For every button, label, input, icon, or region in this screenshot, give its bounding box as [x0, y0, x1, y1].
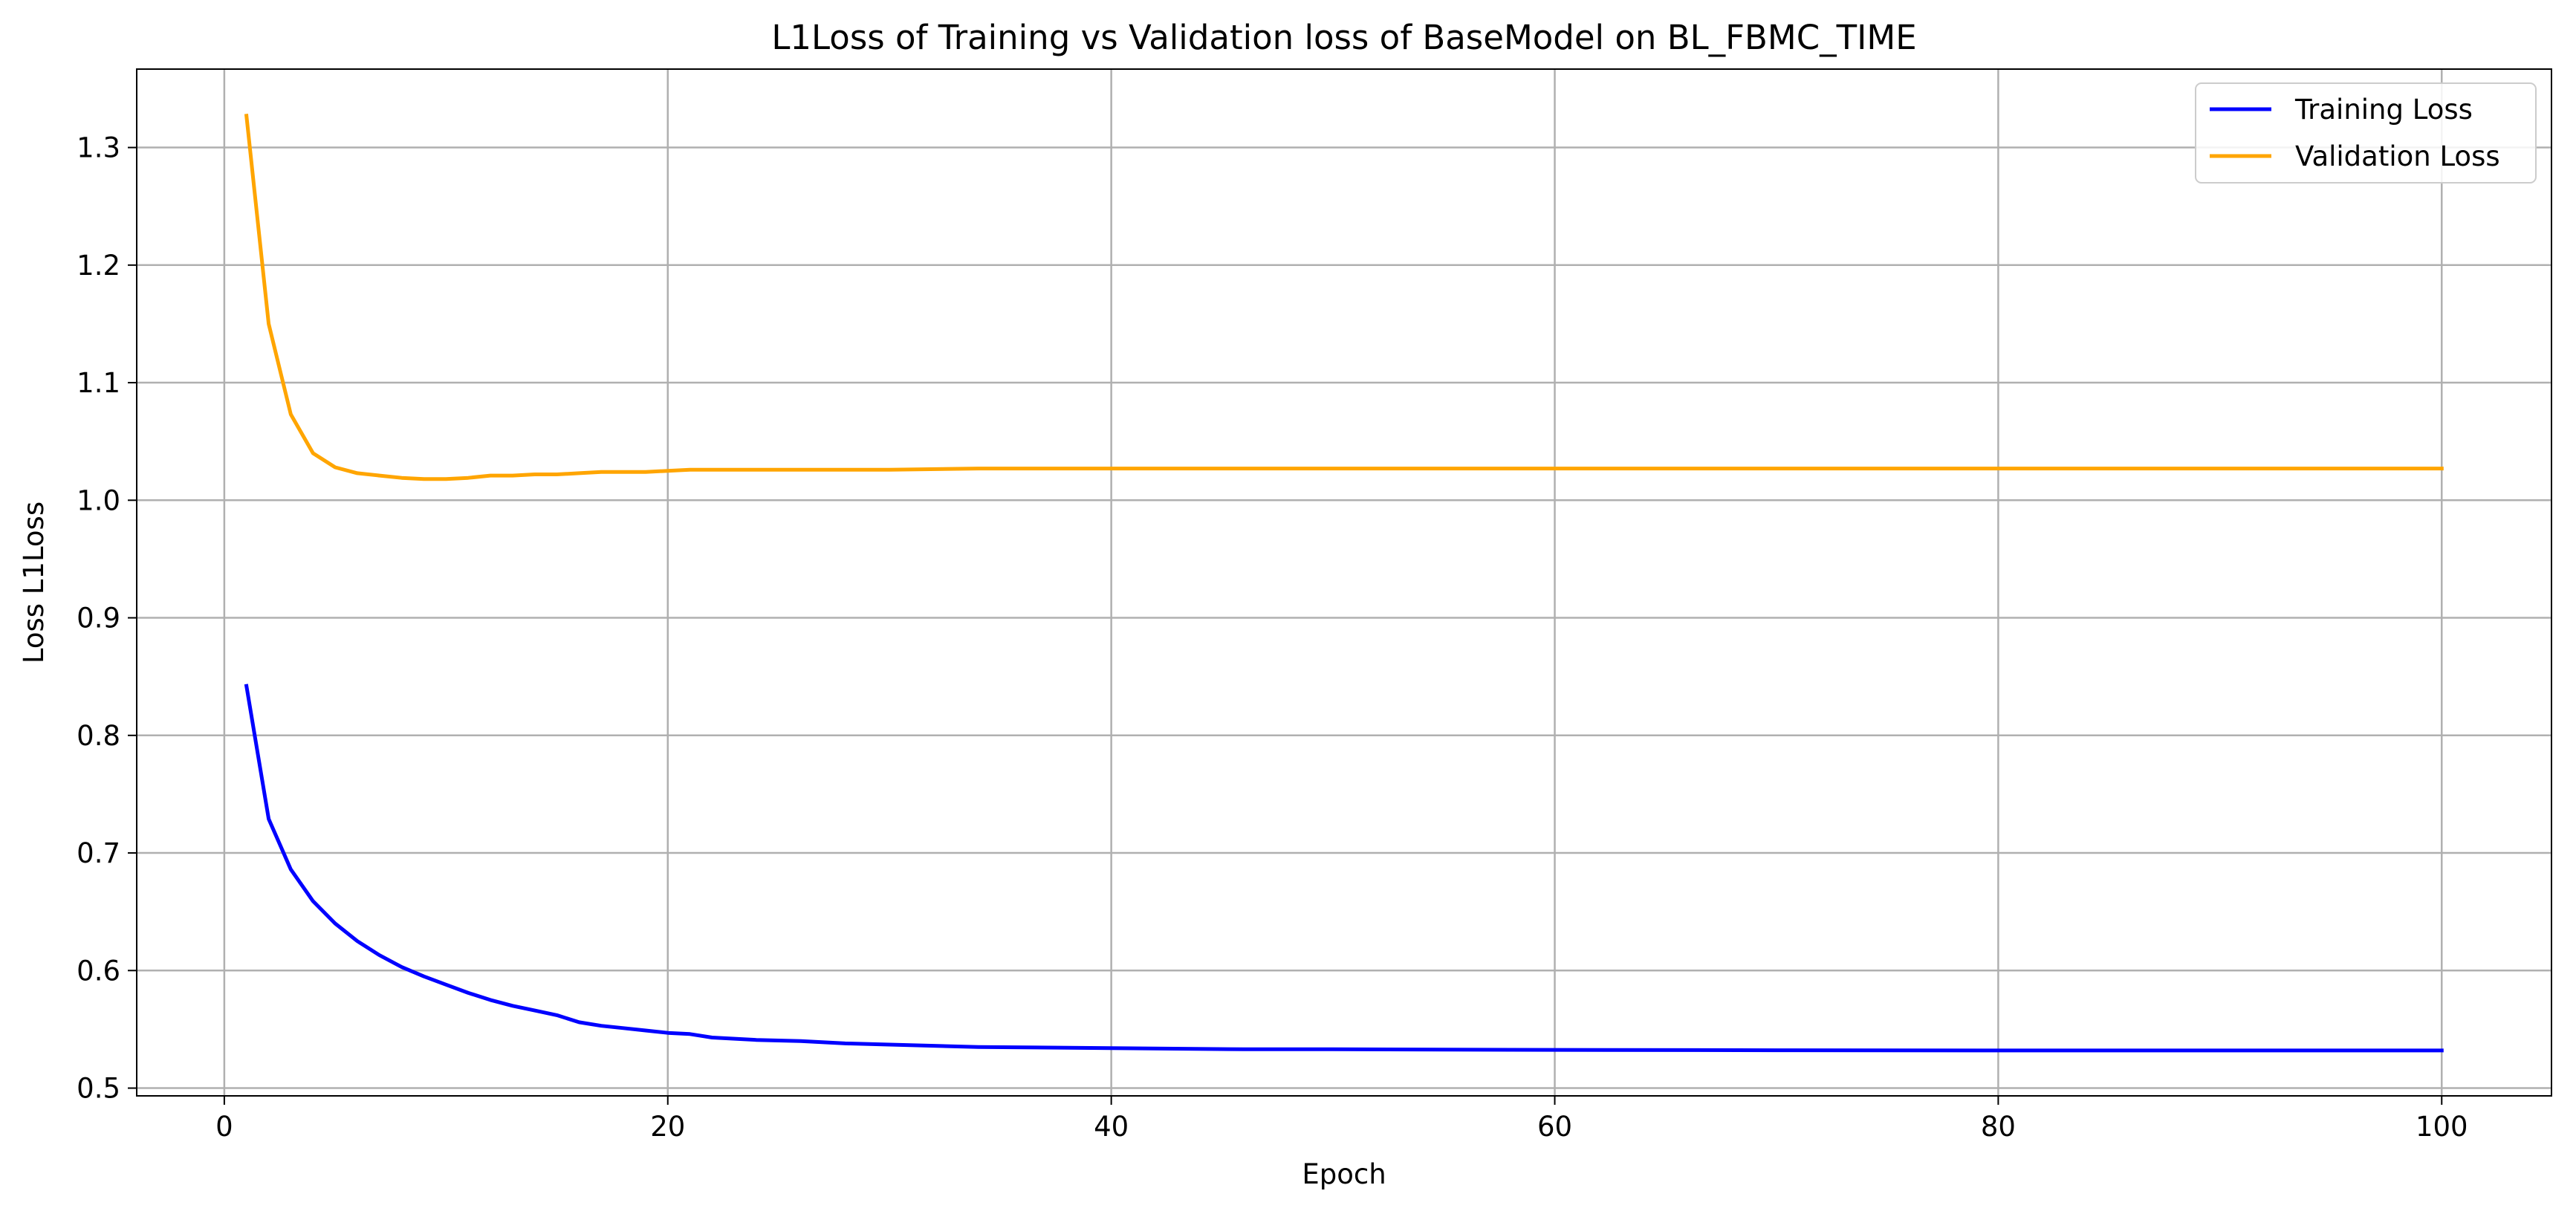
chart-title: L1Loss of Training vs Validation loss of…: [771, 18, 1916, 57]
x-tick-label: 0: [215, 1111, 233, 1143]
x-axis-label: Epoch: [1302, 1158, 1386, 1190]
x-tick-label: 40: [1094, 1111, 1129, 1143]
x-axis: 0 20 40 60 80 100: [215, 1096, 2468, 1143]
legend-label-training-loss: Training Loss: [2294, 94, 2473, 126]
y-tick-label: 0.8: [77, 720, 120, 752]
x-tick-label: 20: [650, 1111, 685, 1143]
y-axis-label: Loss L1Loss: [18, 501, 50, 663]
y-tick-label: 0.7: [77, 837, 120, 869]
x-tick-label: 100: [2416, 1111, 2468, 1143]
x-tick-label: 60: [1537, 1111, 1572, 1143]
legend-label-validation-loss: Validation Loss: [2295, 140, 2500, 172]
legend: Training Loss Validation Loss: [2195, 82, 2537, 184]
grid: [137, 69, 2551, 1096]
plot-frame: [136, 68, 2552, 1097]
series-line-validation-loss: [244, 114, 2444, 481]
legend-box: [2195, 82, 2537, 184]
plot-area: 0 20 40 60 80 100 0.5 0.6 0.7 0.8 0.9 1.0 1.1 1.2 1.3: [77, 68, 2552, 1143]
series-lines: [244, 114, 2444, 1053]
y-tick-label: 1.1: [77, 367, 120, 399]
x-tick-label: 80: [1981, 1111, 2016, 1143]
plot-background: [137, 69, 2551, 1096]
y-tick-label: 0.9: [77, 603, 120, 634]
series-line-training-loss: [244, 684, 2444, 1053]
y-tick-label: 1.2: [77, 250, 120, 282]
y-tick-label: 0.5: [77, 1073, 120, 1105]
y-tick-label: 1.0: [77, 484, 120, 516]
y-tick-label: 0.6: [77, 955, 120, 987]
y-axis: 0.5 0.6 0.7 0.8 0.9 1.0 1.1 1.2 1.3: [77, 132, 137, 1105]
y-tick-label: 1.3: [77, 132, 120, 164]
